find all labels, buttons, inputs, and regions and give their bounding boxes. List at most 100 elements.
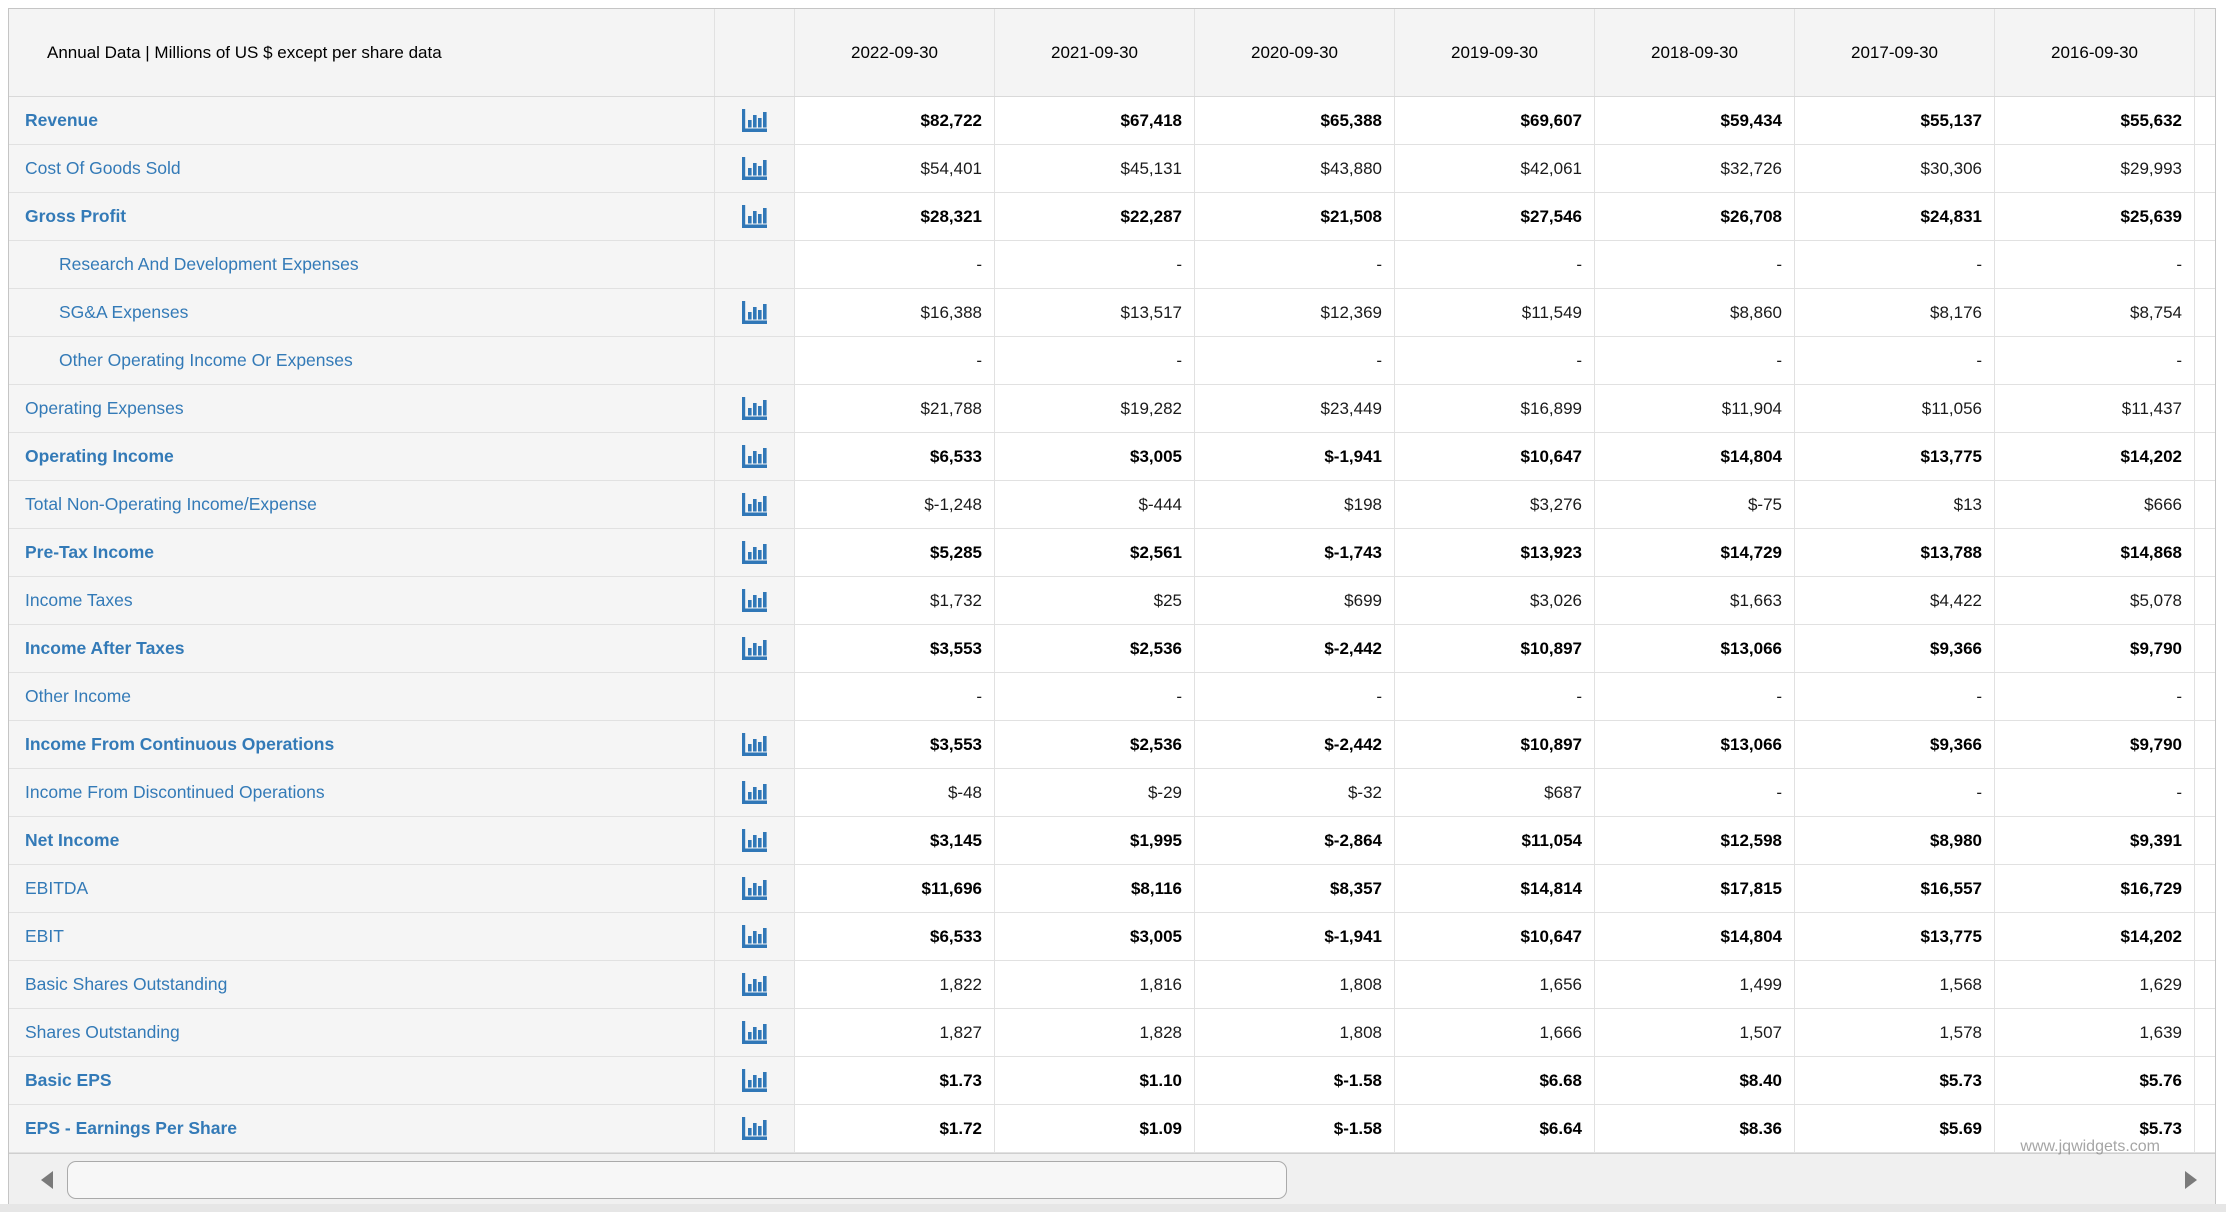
value-cell: $21,788 <box>795 385 995 432</box>
bar-chart-icon[interactable] <box>741 972 768 997</box>
bar-chart-icon[interactable] <box>741 156 768 181</box>
row-label-link[interactable]: Gross Profit <box>25 206 127 226</box>
value-cell: $-444 <box>995 481 1195 528</box>
value-cell: - <box>1395 673 1595 720</box>
value-cell: - <box>1795 769 1995 816</box>
row-filler-cell <box>2195 1057 2215 1104</box>
chart-icon-cell <box>715 193 795 240</box>
bar-chart-icon[interactable] <box>741 1116 768 1141</box>
row-label-link[interactable]: Basic Shares Outstanding <box>25 974 228 994</box>
row-label-link[interactable]: Income From Continuous Operations <box>25 734 335 754</box>
bar-chart-icon[interactable] <box>741 636 768 661</box>
bar-chart-icon[interactable] <box>741 396 768 421</box>
row-label-link[interactable]: EBITDA <box>25 878 89 898</box>
row-label-cell: Income After Taxes <box>9 625 715 672</box>
value-cell: $8.36 <box>1595 1105 1795 1152</box>
bottom-strip <box>0 1204 2226 1212</box>
value-cell: $3,005 <box>995 913 1195 960</box>
row-filler-cell <box>2195 145 2215 192</box>
bar-chart-icon[interactable] <box>741 780 768 805</box>
value-cell: $6.68 <box>1395 1057 1595 1104</box>
row-filler-cell <box>2195 769 2215 816</box>
bar-chart-icon[interactable] <box>741 732 768 757</box>
value-cell: - <box>1395 241 1595 288</box>
value-cell: 1,827 <box>795 1009 995 1056</box>
value-cell: $-1,248 <box>795 481 995 528</box>
row-label-link[interactable]: Revenue <box>25 110 98 130</box>
bar-chart-icon[interactable] <box>741 204 768 229</box>
row-label-link[interactable]: Total Non-Operating Income/Expense <box>25 494 317 514</box>
row-label-link[interactable]: Income From Discontinued Operations <box>25 782 325 802</box>
row-label-link[interactable]: SG&A Expenses <box>59 302 189 322</box>
chart-icon-cell <box>715 337 795 384</box>
value-cell: $13,775 <box>1795 913 1995 960</box>
table-row: Income From Discontinued Operations $-48… <box>9 769 2215 817</box>
row-label-link[interactable]: Other Income <box>25 686 132 706</box>
grid-title: Annual Data | Millions of US $ except pe… <box>47 42 442 62</box>
chart-icon-cell <box>715 145 795 192</box>
scrollbar-track[interactable] <box>67 1161 2171 1199</box>
column-header-2022-09-30[interactable]: 2022-09-30 <box>795 9 995 96</box>
row-label-link[interactable]: EBIT <box>25 926 64 946</box>
value-cell: - <box>1795 673 1995 720</box>
row-label-link[interactable]: Cost Of Goods Sold <box>25 158 181 178</box>
value-cell: $45,131 <box>995 145 1195 192</box>
bar-chart-icon[interactable] <box>741 924 768 949</box>
bar-chart-icon[interactable] <box>741 1020 768 1045</box>
column-header-2019-09-30[interactable]: 2019-09-30 <box>1395 9 1595 96</box>
bar-chart-icon[interactable] <box>741 540 768 565</box>
bar-chart-icon[interactable] <box>741 588 768 613</box>
row-label-link[interactable]: Operating Income <box>25 446 174 466</box>
scroll-right-arrow-icon[interactable] <box>2185 1171 2197 1189</box>
value-cell: $-2,864 <box>1195 817 1395 864</box>
scroll-left-arrow-icon[interactable] <box>41 1171 53 1189</box>
bar-chart-icon[interactable] <box>741 300 768 325</box>
value-cell: 1,507 <box>1595 1009 1795 1056</box>
column-header-2018-09-30[interactable]: 2018-09-30 <box>1595 9 1795 96</box>
value-cell: $8,980 <box>1795 817 1995 864</box>
row-label-link[interactable]: Net Income <box>25 830 120 850</box>
row-label-link[interactable]: Research And Development Expenses <box>59 254 359 274</box>
bar-chart-icon[interactable] <box>741 1068 768 1093</box>
value-cell: $666 <box>1995 481 2195 528</box>
horizontal-scrollbar[interactable] <box>9 1153 2215 1206</box>
chart-icon-cell <box>715 1105 795 1152</box>
value-cell: $11,437 <box>1995 385 2195 432</box>
jqwidgets-watermark[interactable]: www.jqwidgets.com <box>2020 1138 2160 1155</box>
row-label-link[interactable]: Income After Taxes <box>25 638 185 658</box>
value-cell: $65,388 <box>1195 97 1395 144</box>
value-cell: $9,366 <box>1795 625 1995 672</box>
bar-chart-icon[interactable] <box>741 492 768 517</box>
bar-chart-icon[interactable] <box>741 876 768 901</box>
column-header-2017-09-30[interactable]: 2017-09-30 <box>1795 9 1995 96</box>
column-header-2021-09-30[interactable]: 2021-09-30 <box>995 9 1195 96</box>
value-cell: - <box>1595 241 1795 288</box>
row-label-cell: Revenue <box>9 97 715 144</box>
chart-icon-cell <box>715 769 795 816</box>
row-label-cell: Operating Income <box>9 433 715 480</box>
row-filler-cell <box>2195 385 2215 432</box>
value-cell: $55,632 <box>1995 97 2195 144</box>
row-label-link[interactable]: EPS - Earnings Per Share <box>25 1118 238 1138</box>
value-cell: 1,808 <box>1195 961 1395 1008</box>
value-cell: $30,306 <box>1795 145 1995 192</box>
value-cell: $67,418 <box>995 97 1195 144</box>
bar-chart-icon[interactable] <box>741 108 768 133</box>
row-label-link[interactable]: Operating Expenses <box>25 398 184 418</box>
column-header-2020-09-30[interactable]: 2020-09-30 <box>1195 9 1395 96</box>
table-row: Income After Taxes $3,553 $2,536 $-2,442 $1… <box>9 625 2215 673</box>
row-label-link[interactable]: Income Taxes <box>25 590 133 610</box>
bar-chart-icon[interactable] <box>741 444 768 469</box>
row-label-link[interactable]: Basic EPS <box>25 1070 112 1090</box>
chart-icon-cell <box>715 913 795 960</box>
value-cell: $26,708 <box>1595 193 1795 240</box>
bar-chart-icon[interactable] <box>741 828 768 853</box>
scrollbar-thumb[interactable] <box>67 1161 1288 1199</box>
value-cell: $10,647 <box>1395 913 1595 960</box>
column-header-2016-09-30[interactable]: 2016-09-30 <box>1995 9 2195 96</box>
row-label-link[interactable]: Shares Outstanding <box>25 1022 180 1042</box>
row-label-link[interactable]: Other Operating Income Or Expenses <box>59 350 353 370</box>
row-label-link[interactable]: Pre-Tax Income <box>25 542 155 562</box>
value-cell: $-1.58 <box>1195 1105 1395 1152</box>
value-cell: $5.76 <box>1995 1057 2195 1104</box>
